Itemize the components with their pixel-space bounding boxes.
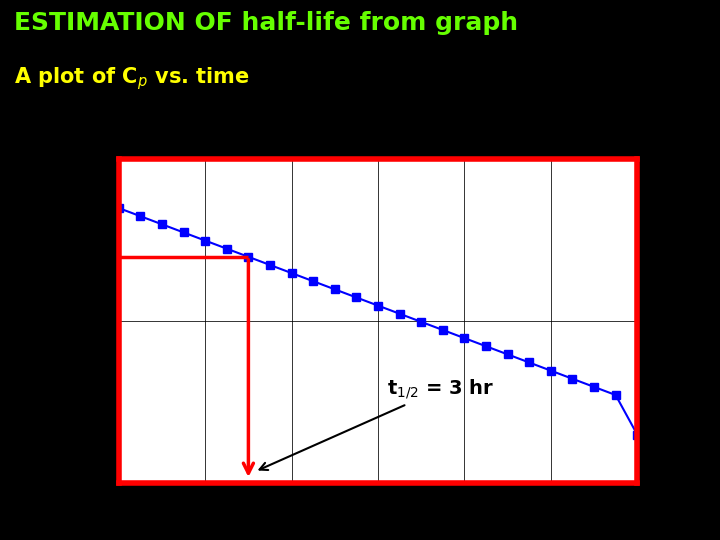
Text: A plot of C$_p$ vs. time: A plot of C$_p$ vs. time [14,65,250,92]
Text: t$_{1/2}$ = 3 hr: t$_{1/2}$ = 3 hr [259,377,494,470]
X-axis label: Time (hr): Time (hr) [335,514,421,531]
Text: ESTIMATION OF half-life from graph: ESTIMATION OF half-life from graph [14,11,518,35]
Y-axis label: Cp (mg/L): Cp (mg/L) [54,276,72,367]
